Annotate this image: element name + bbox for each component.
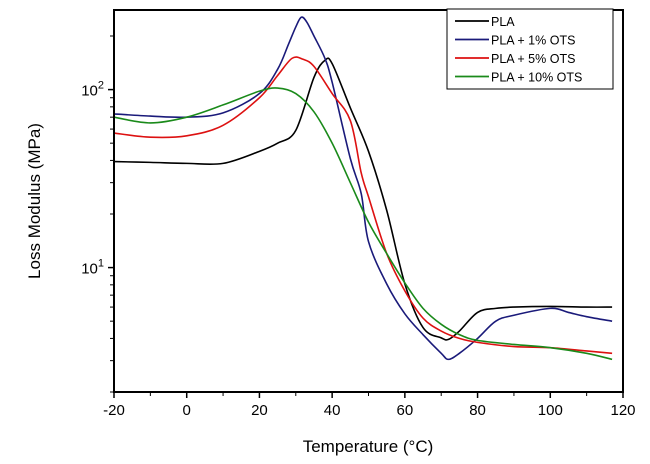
legend-entry: PLA + 5% OTS (491, 52, 575, 66)
y-axis-label: Loss Modulus (MPa) (25, 123, 44, 279)
x-tick-label: 40 (324, 402, 341, 419)
y-tick-base: 10 (81, 261, 98, 278)
x-axis-label: Temperature (°C) (303, 437, 434, 456)
legend: PLA PLA + 1% OTS PLA + 5% OTS PLA + 10% OTS (446, 8, 614, 90)
legend-entry: PLA + 1% OTS (491, 34, 575, 48)
x-tick-label: -20 (103, 402, 125, 419)
series-line-3 (113, 87, 613, 361)
y-tick-exponent: 1 (98, 258, 104, 270)
series-line-2 (113, 56, 613, 355)
series-line-0 (113, 57, 613, 341)
x-tick-label: 80 (469, 402, 486, 419)
y-tick-label: 101 (81, 258, 104, 278)
series-line-1 (113, 16, 613, 361)
y-tick-base: 10 (81, 83, 98, 100)
x-tick-label: 100 (538, 402, 563, 419)
legend-entry: PLA (491, 15, 515, 29)
y-tick-exponent: 2 (98, 80, 104, 92)
x-tick-label: 0 (183, 402, 191, 419)
x-tick-label: 20 (251, 402, 268, 419)
x-tick-label: 120 (610, 402, 635, 419)
series-layer (113, 16, 613, 361)
y-tick-label: 102 (81, 80, 104, 100)
legend-entry: PLA + 10% OTS (491, 71, 582, 85)
x-tick-label: 60 (397, 402, 414, 419)
